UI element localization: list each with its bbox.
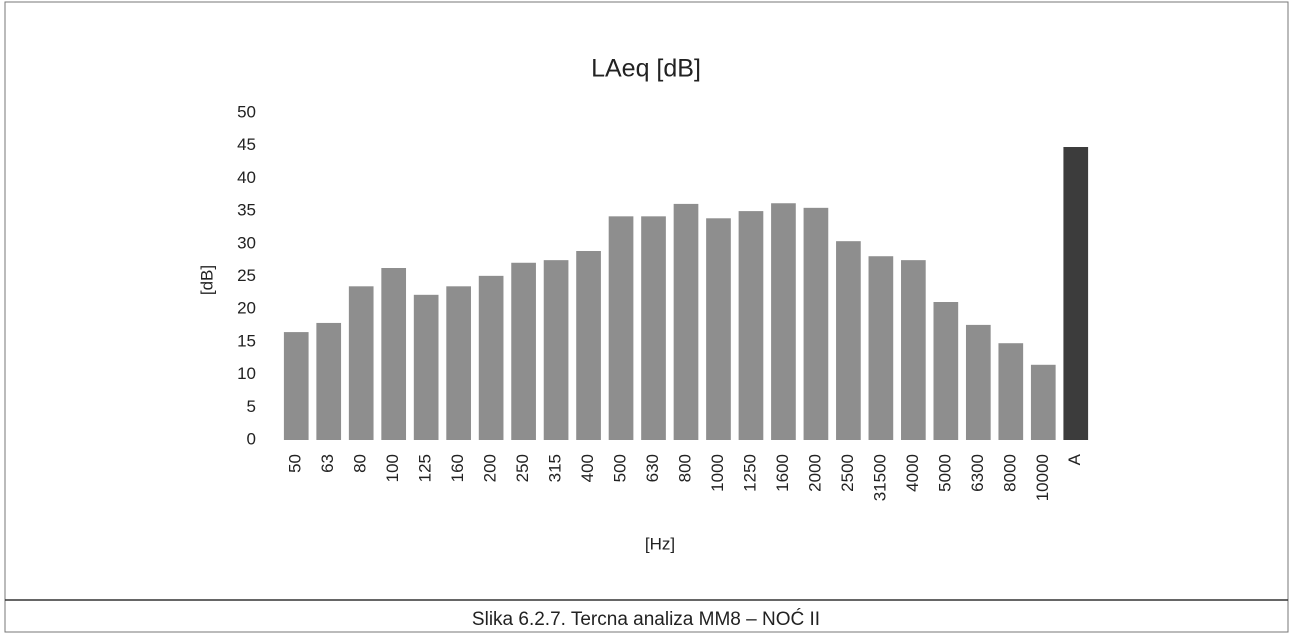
- x-tick-label: 5000: [935, 454, 954, 492]
- x-tick-label: 1250: [740, 454, 759, 492]
- y-tick-label: 10: [237, 364, 256, 383]
- x-tick-label: 1600: [773, 454, 792, 492]
- y-tick-label: 5: [247, 397, 256, 416]
- bar: [933, 302, 959, 440]
- bar: [641, 216, 666, 440]
- y-tick-label: 30: [237, 233, 256, 252]
- bar: [836, 241, 861, 440]
- x-tick-label: 2500: [838, 454, 857, 492]
- y-tick-label: 45: [237, 135, 256, 154]
- bar: [381, 267, 407, 440]
- bar: [413, 294, 439, 440]
- bar: [803, 207, 829, 440]
- bar: [965, 324, 991, 440]
- bar: [1030, 364, 1056, 440]
- bar: [446, 286, 471, 440]
- y-tick-label: 0: [247, 429, 256, 448]
- bar: [543, 260, 569, 440]
- bar: [868, 256, 894, 440]
- x-tick-label: 2000: [805, 454, 824, 492]
- x-tick-label: 31500: [870, 454, 889, 501]
- bar: [478, 275, 504, 440]
- bar: [901, 260, 926, 440]
- caption: Slika 6.2.7. Tercna analiza MM8 – NOĆ II: [472, 608, 820, 630]
- x-tick-label: 4000: [903, 454, 922, 492]
- x-tick-label: 6300: [968, 454, 987, 492]
- x-tick-label: 125: [416, 454, 435, 482]
- y-axis-label: [dB]: [197, 265, 216, 295]
- y-tick-label: 15: [237, 331, 256, 350]
- x-tick-label: 315: [546, 454, 565, 482]
- x-tick-label: 160: [448, 454, 467, 482]
- bar: [771, 203, 796, 440]
- y-tick-label: 50: [237, 102, 256, 121]
- x-tick-label: 10000: [1033, 454, 1052, 501]
- chart-title: LAeq [dB]: [591, 55, 701, 83]
- x-tick-label: 400: [578, 454, 597, 482]
- bar: [706, 218, 731, 440]
- x-tick-label: 63: [318, 454, 337, 473]
- bar: [283, 332, 309, 440]
- x-tick-label: 80: [351, 454, 370, 473]
- bar: [511, 262, 536, 440]
- x-tick-label: A: [1065, 453, 1084, 465]
- x-axis-label: [Hz]: [645, 534, 675, 553]
- y-tick-label: 20: [237, 299, 256, 318]
- bar: [1063, 147, 1089, 440]
- frame: [4, 1, 1289, 633]
- x-tick-label: 50: [286, 454, 305, 473]
- x-tick-label: 500: [611, 454, 630, 482]
- y-tick-label: 35: [237, 201, 256, 220]
- y-tick-label: 40: [237, 168, 256, 187]
- x-tick-label: 630: [643, 454, 662, 482]
- x-tick-label: 200: [481, 454, 500, 482]
- x-tick-label: 250: [513, 454, 532, 482]
- bar: [348, 286, 374, 440]
- x-tick-label: 800: [675, 454, 694, 482]
- bar: [576, 250, 601, 440]
- y-tick-label: 25: [237, 266, 256, 285]
- x-tick-label: 1000: [708, 454, 727, 492]
- x-tick-label: 100: [383, 454, 402, 482]
- bar: [316, 322, 342, 440]
- bar: [738, 211, 764, 440]
- bar: [608, 216, 634, 440]
- x-tick-label: 8000: [1000, 454, 1019, 492]
- bar: [998, 343, 1024, 440]
- bar: [673, 203, 699, 440]
